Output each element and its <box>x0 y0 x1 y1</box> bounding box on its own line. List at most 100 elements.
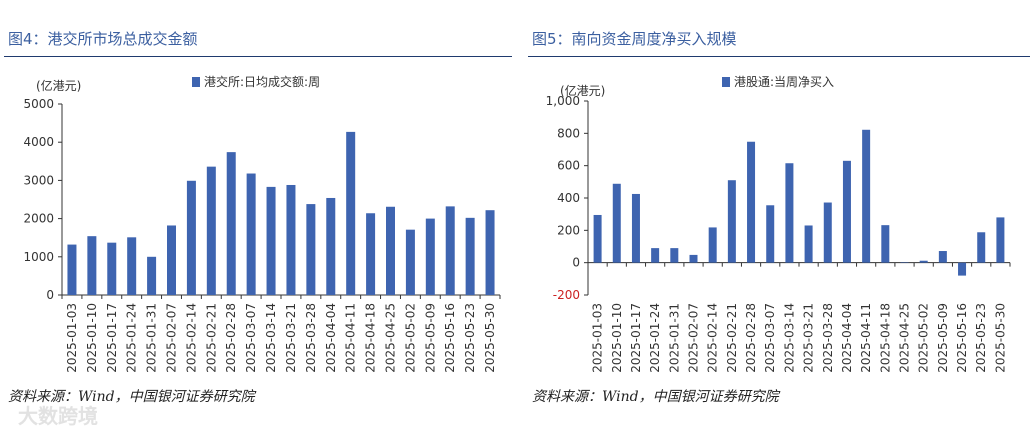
bar <box>747 141 756 263</box>
bar <box>186 180 196 295</box>
x-tick-label: 2025-01-10 <box>610 303 624 373</box>
bar <box>127 237 137 295</box>
watermark: 大数跨境 <box>18 404 98 428</box>
bar <box>425 218 435 295</box>
x-tick-label: 2025-05-16 <box>955 303 969 373</box>
x-tick-label: 2025-01-31 <box>667 303 681 373</box>
x-tick-label: 2025-04-11 <box>859 303 873 373</box>
bar <box>107 242 117 295</box>
x-tick-label: 2025-02-07 <box>165 303 179 373</box>
bar <box>900 262 909 263</box>
bar <box>651 248 660 263</box>
bar <box>593 214 602 263</box>
y-tick-label: 800 <box>557 126 580 140</box>
bar <box>485 210 495 295</box>
bar <box>226 152 236 295</box>
legend-swatch <box>722 77 730 87</box>
x-tick-label: 2025-04-11 <box>344 303 358 373</box>
y-tick-label: 4000 <box>23 135 54 149</box>
bar <box>881 225 890 263</box>
unit-label: (亿港元) <box>36 78 81 93</box>
x-tick-label: 2025-02-21 <box>204 303 218 373</box>
x-tick-label: 2025-05-23 <box>974 303 988 373</box>
x-tick-label: 2025-01-17 <box>105 303 119 373</box>
y-tick-label: 200 <box>557 223 580 237</box>
x-tick-label: 2025-03-21 <box>284 303 298 373</box>
x-tick-label: 2025-02-14 <box>184 303 198 373</box>
bar <box>465 217 475 295</box>
y-tick-label: 0 <box>572 256 580 270</box>
figure-title: 图4：港交所市场总成交金额 <box>8 30 198 48</box>
y-tick-label: 1,000 <box>546 94 580 108</box>
x-tick-label: 2025-04-25 <box>898 303 912 373</box>
x-tick-label: 2025-02-21 <box>725 303 739 373</box>
x-tick-label: 2025-02-07 <box>687 303 701 373</box>
chart-panel-left: 图4：港交所市场总成交金额 (亿港元) 港交所:日均成交额:周 0 1000 2000 3… <box>4 30 512 428</box>
title-rule <box>528 56 1030 57</box>
x-tick-label: 2025-05-16 <box>443 303 457 373</box>
bar <box>727 180 736 263</box>
bar <box>67 244 77 295</box>
bar <box>977 232 986 263</box>
bar <box>167 225 176 295</box>
bar <box>958 262 967 276</box>
chart-panel-right: 图5：南向资金周度净买入规模 (亿港元) 港股通:当周净买入 -200 0 200 400… <box>524 0 1036 434</box>
x-tick-label: 2025-04-04 <box>324 303 338 373</box>
x-tick-label: 2025-04-18 <box>878 303 892 373</box>
x-tick-label: 2025-04-25 <box>384 303 398 373</box>
x-tick-label: 2025-01-03 <box>591 303 605 373</box>
x-tick-label: 2025-05-02 <box>917 303 931 373</box>
bar-chart-hkex-turnover: (亿港元) 港交所:日均成交额:周 0 1000 2000 3000 4000 5000 202… <box>23 74 501 373</box>
bar <box>689 254 698 263</box>
x-tick-label: 2025-03-28 <box>821 303 835 373</box>
x-tick-label: 2025-01-24 <box>648 303 662 373</box>
bar <box>919 260 928 263</box>
y-tick-label: 0 <box>46 288 54 302</box>
x-tick-label: 2025-01-03 <box>65 303 79 373</box>
x-tick-label: 2025-01-31 <box>145 303 159 373</box>
bar <box>823 202 832 263</box>
source-note: 资料来源：Wind，中国银河证券研究院 <box>532 389 779 405</box>
legend-swatch <box>192 77 200 87</box>
bar <box>631 193 640 263</box>
x-tick-label: 2025-05-30 <box>993 303 1007 373</box>
bar <box>206 166 216 295</box>
x-tick-label: 2025-05-23 <box>463 303 477 373</box>
x-tick-label: 2025-02-14 <box>706 303 720 373</box>
bar <box>286 184 296 295</box>
x-tick-label: 2025-03-21 <box>802 303 816 373</box>
bar <box>306 204 316 295</box>
legend-label: 港股通:当周净买入 <box>734 75 834 89</box>
bar <box>996 217 1005 263</box>
source-note: 资料来源：Wind，中国银河证券研究院 <box>8 389 255 405</box>
bar-chart-southbound-net-buy: (亿港元) 港股通:当周净买入 -200 0 200 400 600 800 1,000 2025… <box>546 75 1011 373</box>
bar <box>366 213 376 295</box>
bar <box>708 227 717 263</box>
bar <box>246 173 256 295</box>
x-tick-label: 2025-04-04 <box>840 303 854 373</box>
x-tick-label: 2025-01-24 <box>125 303 139 373</box>
bar <box>842 160 851 263</box>
bar <box>670 248 679 263</box>
bar <box>147 256 157 295</box>
bar <box>785 163 794 263</box>
x-tick-label: 2025-05-09 <box>423 303 437 373</box>
x-tick-label: 2025-05-30 <box>483 303 497 373</box>
bar <box>862 129 871 263</box>
bar <box>766 205 775 263</box>
bar <box>938 251 947 263</box>
y-tick-label: 1000 <box>23 250 54 264</box>
bar <box>346 131 356 295</box>
x-tick-label: 2025-04-18 <box>364 303 378 373</box>
y-tick-label: 5000 <box>23 97 54 111</box>
x-tick-label: 2025-01-10 <box>85 303 99 373</box>
y-tick-label: 400 <box>557 191 580 205</box>
x-tick-label: 2025-03-28 <box>304 303 318 373</box>
x-tick-label: 2025-05-09 <box>936 303 950 373</box>
bar <box>326 197 336 295</box>
x-tick-label: 2025-03-14 <box>264 303 278 373</box>
bar <box>804 225 813 263</box>
bar <box>445 206 455 295</box>
bar <box>386 206 395 295</box>
x-tick-label: 2025-05-02 <box>403 303 417 373</box>
